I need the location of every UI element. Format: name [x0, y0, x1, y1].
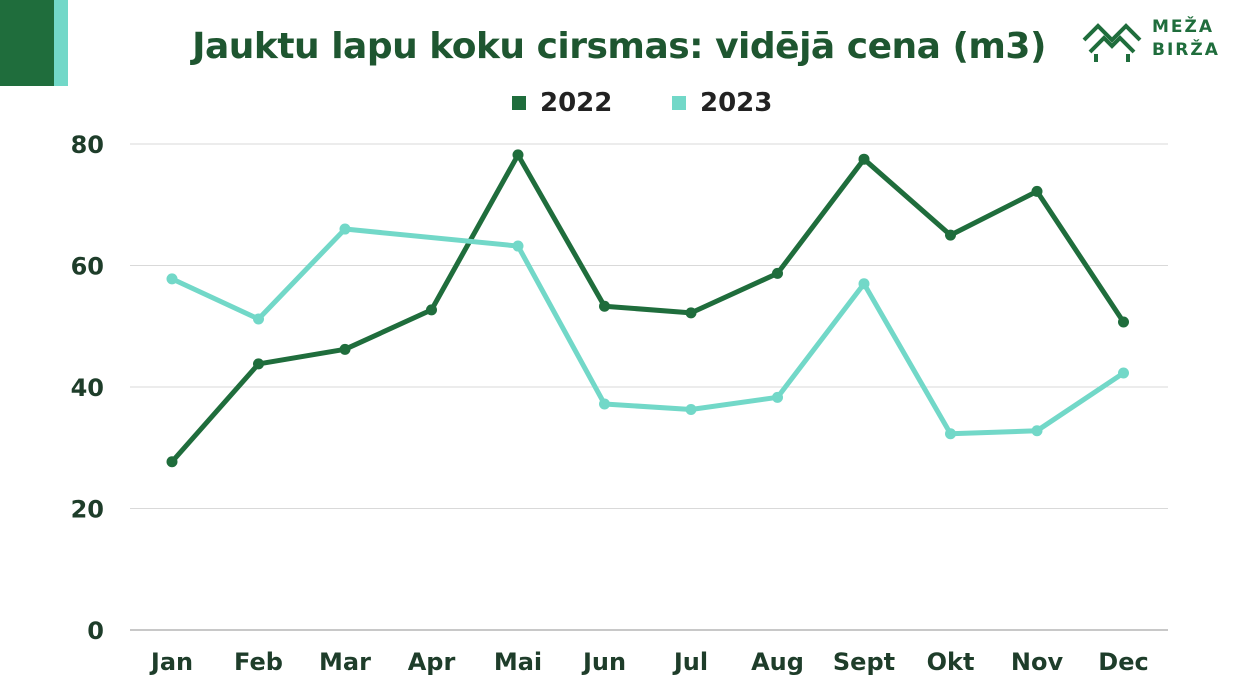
data-point-2023	[945, 428, 956, 440]
data-point-2022	[858, 153, 870, 165]
data-point-2022	[253, 358, 264, 370]
data-point-2023	[599, 398, 610, 410]
data-point-2023	[772, 391, 783, 403]
data-point-2023	[166, 273, 178, 285]
x-tick-label: Nov	[1011, 648, 1064, 676]
x-tick-label: Jan	[149, 648, 193, 676]
data-point-2022	[599, 300, 610, 312]
data-point-2023	[512, 240, 524, 252]
y-tick-label: 60	[71, 253, 104, 281]
data-point-2023	[858, 278, 870, 290]
data-point-2022	[426, 304, 437, 316]
x-tick-label: Mar	[319, 648, 371, 676]
corner-accent-dark	[0, 0, 54, 86]
data-point-2023	[1118, 367, 1129, 379]
x-tick-label: Okt	[927, 648, 975, 676]
data-point-2023	[1031, 425, 1043, 437]
legend-item-2022: 2022	[512, 88, 612, 118]
data-point-2022	[1031, 185, 1043, 197]
legend-label-2022: 2022	[540, 88, 613, 118]
legend-swatch-2022	[512, 96, 526, 110]
legend-swatch-2023	[672, 96, 686, 110]
data-point-2022	[685, 307, 697, 319]
forest-logo-icon	[1082, 23, 1142, 62]
x-tick-label: Dec	[1098, 648, 1148, 676]
y-tick-label: 20	[71, 496, 104, 524]
y-tick-label: 80	[71, 131, 104, 159]
legend-label-2023: 2023	[700, 88, 773, 118]
series-line-2022	[169, 152, 1126, 465]
y-tick-label: 40	[71, 374, 104, 402]
data-point-2022	[945, 229, 956, 241]
x-tick-label: Apr	[408, 648, 456, 676]
x-tick-label: Feb	[234, 648, 283, 676]
corner-accent-light	[54, 0, 68, 86]
data-point-2023	[339, 223, 351, 235]
chart-title: Jauktu lapu koku cirsmas: vidējā cena (m…	[192, 26, 1046, 67]
logo-text-line1: MEŽA	[1152, 17, 1215, 37]
y-tick-label: 0	[87, 617, 104, 645]
chart-legend: 2022 2023	[0, 88, 1238, 122]
x-tick-label: Jun	[581, 648, 626, 676]
data-point-2022	[512, 149, 524, 161]
x-tick-label: Sept	[833, 648, 895, 676]
data-point-2022	[339, 343, 351, 355]
logo-text-line2: BIRŽA	[1152, 40, 1220, 60]
legend-item-2023: 2023	[672, 88, 772, 118]
data-point-2023	[253, 313, 264, 325]
series-line-2023	[169, 226, 1126, 437]
x-tick-label: Mai	[494, 648, 542, 676]
data-point-2023	[685, 403, 697, 415]
data-point-2022	[772, 267, 783, 279]
x-tick-label: Aug	[751, 648, 804, 676]
data-point-2022	[1118, 316, 1129, 328]
logo: MEŽA BIRŽA	[1082, 16, 1232, 68]
data-point-2022	[166, 456, 178, 468]
x-tick-label: Jul	[672, 648, 708, 676]
